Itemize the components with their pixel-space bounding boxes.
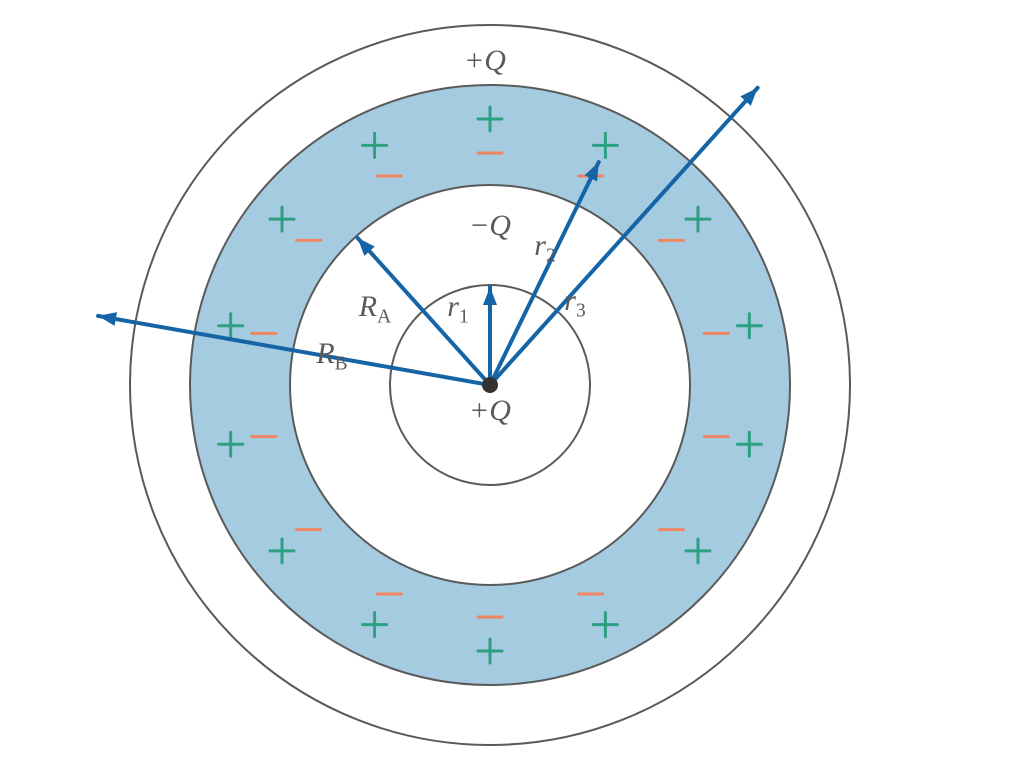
label-center_Q: +Q xyxy=(469,394,511,427)
label-pos_Q_ring: +Q xyxy=(464,44,506,77)
physics-diagram: +Q−Q+Qr1r2r3RARB xyxy=(0,0,1024,768)
center-charge-dot xyxy=(482,377,498,393)
label-neg_Q: −Q xyxy=(469,209,511,242)
